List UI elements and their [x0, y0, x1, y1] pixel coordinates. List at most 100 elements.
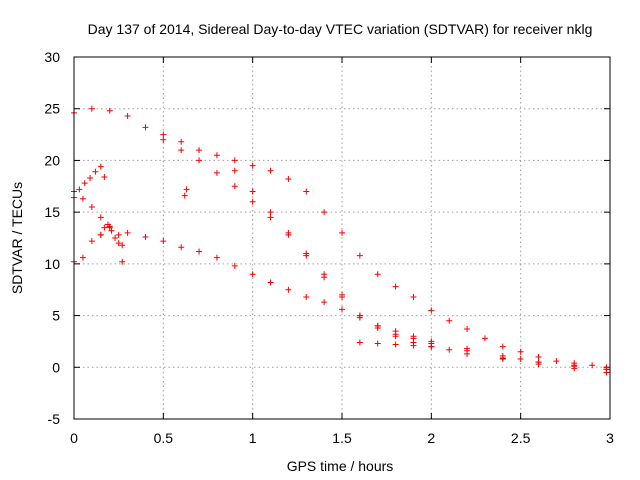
data-point-marker: [249, 162, 256, 169]
y-tick-label: 25: [44, 101, 60, 117]
data-point-marker: [231, 183, 238, 190]
data-point-marker: [392, 333, 399, 340]
data-point-marker: [115, 240, 122, 247]
data-point-marker: [428, 307, 435, 314]
data-point-marker: [88, 203, 95, 210]
data-point-marker: [356, 339, 363, 346]
data-point-marker: [76, 186, 83, 193]
x-tick-label: 1.5: [332, 430, 352, 446]
data-point-marker: [106, 223, 113, 230]
data-point-marker: [249, 271, 256, 278]
data-point-marker: [101, 173, 108, 180]
y-tick-label: 5: [52, 308, 60, 324]
data-point-marker: [249, 188, 256, 195]
data-point-marker: [285, 176, 292, 183]
data-point-marker: [160, 131, 167, 138]
data-point-marker: [267, 214, 274, 221]
data-point-marker: [213, 152, 220, 159]
data-point-marker: [231, 262, 238, 269]
y-tick-label: 30: [44, 49, 60, 65]
data-point-marker: [321, 209, 328, 216]
data-point-marker: [101, 224, 108, 231]
data-point-marker: [79, 254, 86, 261]
data-point-marker: [178, 138, 185, 145]
data-point-marker: [603, 366, 610, 373]
data-point-marker: [97, 163, 104, 170]
y-tick-label: 0: [52, 359, 60, 375]
data-point-marker: [517, 356, 524, 363]
data-point-marker: [535, 353, 542, 360]
x-tick-label: 0.5: [154, 430, 174, 446]
data-point-marker: [285, 286, 292, 293]
data-point-marker: [231, 157, 238, 164]
data-point-marker: [88, 238, 95, 245]
data-point-marker: [339, 229, 345, 236]
series-markers: [231, 167, 610, 373]
data-point-marker: [196, 157, 203, 164]
data-point-marker: [374, 324, 381, 331]
data-point-marker: [517, 348, 524, 355]
x-tick-label: 3: [606, 430, 614, 446]
data-point-marker: [160, 238, 167, 245]
x-tick-label: 2: [427, 430, 435, 446]
data-point-marker: [97, 231, 104, 238]
data-point-marker: [410, 293, 417, 300]
data-point-marker: [213, 169, 220, 176]
data-point-marker: [321, 274, 328, 281]
data-point-marker: [410, 342, 417, 349]
series-markers: [356, 339, 435, 350]
data-point-marker: [115, 231, 122, 238]
data-point-marker: [356, 312, 363, 319]
data-point-marker: [160, 136, 167, 143]
data-point-marker: [535, 359, 542, 366]
data-point-marker: [183, 186, 190, 193]
data-point-marker: [81, 180, 88, 187]
data-point-marker: [124, 112, 131, 119]
x-tick-labels: 0 0.5 1 1.5 2 2.5 3: [70, 430, 614, 446]
y-axis-label: SDTVAR / TECUs: [9, 182, 25, 294]
data-point-marker: [97, 214, 104, 221]
data-point-marker: [112, 235, 119, 241]
y-tick-label: 20: [44, 152, 60, 168]
data-point-marker: [499, 343, 506, 350]
series-markers: [71, 105, 610, 371]
plot-frame: [73, 56, 611, 420]
data-point-marker: [88, 105, 95, 112]
data-point-marker: [303, 252, 310, 259]
data-point-marker: [374, 340, 381, 347]
x-tick-label: 2.5: [511, 430, 531, 446]
data-point-marker: [571, 362, 578, 369]
data-point-marker: [181, 192, 188, 199]
y-tick-label: 15: [44, 204, 60, 220]
data-point-marker: [553, 358, 560, 365]
series-markers: [71, 188, 610, 373]
data-point-marker: [267, 167, 274, 174]
data-point-marker: [374, 271, 381, 278]
data-point-marker: [392, 341, 399, 348]
data-point-marker: [106, 107, 113, 114]
series-markers: [101, 173, 190, 265]
data-point-marker: [249, 198, 256, 205]
data-point-marker: [464, 350, 471, 357]
data-point-marker: [213, 254, 220, 261]
data-point-marker: [79, 195, 86, 202]
data-point-marker: [142, 233, 149, 240]
data-point-marker: [196, 248, 203, 255]
data-point-marker: [464, 326, 471, 333]
data-point-marker: [446, 317, 453, 324]
x-tick-label: 1: [249, 430, 257, 446]
data-point-marker: [178, 147, 185, 154]
data-point-marker: [267, 209, 274, 216]
data-point-marker: [499, 354, 506, 361]
data-point-marker: [119, 242, 126, 249]
y-tick-label: -5: [48, 411, 61, 427]
data-point-marker: [589, 362, 596, 369]
data-point-marker: [303, 188, 310, 195]
data-point-marker: [108, 227, 115, 234]
data-point-marker: [124, 229, 131, 236]
data-point-marker: [231, 167, 238, 174]
data-point-marker: [356, 252, 363, 259]
data-point-marker: [92, 168, 99, 175]
